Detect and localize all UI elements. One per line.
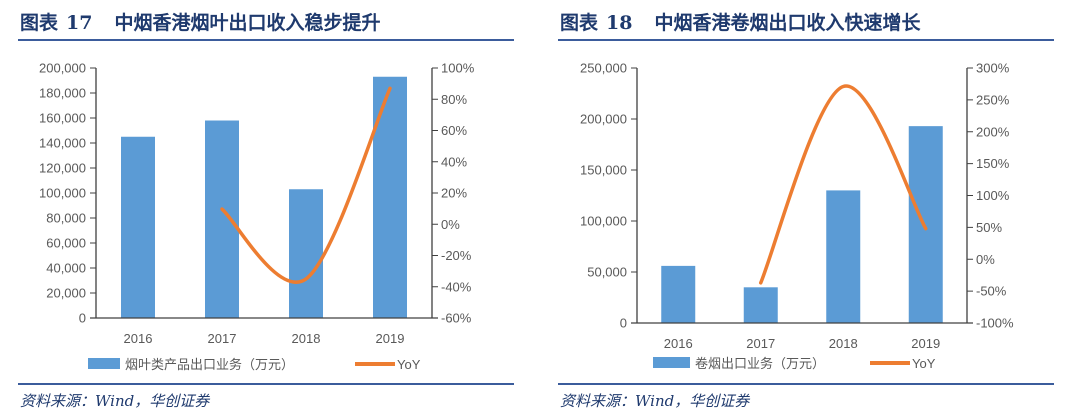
legend-bar-label: 烟叶类产品出口业务（万元） [125,357,294,372]
left-tick-label: 80,000 [46,211,86,226]
chart-title: 中烟香港卷烟出口收入快速增长 [654,12,921,34]
legend-bar-label: 卷烟出口业务（万元） [695,356,825,371]
top-rule [18,39,514,41]
legend-bar-swatch [88,358,120,369]
left-tick-label: 60,000 [46,236,86,251]
left-tick-label: 40,000 [46,261,86,276]
left-tick-label: 160,000 [39,111,86,126]
right-tick-label: 200% [976,124,1010,139]
left-tick-label: 50,000 [587,265,627,280]
top-rule [558,39,1054,41]
right-tick-label: -20% [441,248,472,263]
left-tick-label: 120,000 [39,161,86,176]
right-tick-label: 300% [976,61,1010,76]
right-tick-label: 20% [441,186,467,201]
bar-2017 [743,287,778,323]
bottom-rule [18,383,514,385]
bar-2019 [908,126,943,323]
source-note: 资料来源：Wind，华创证券 [560,392,750,410]
legend-line-label: YoY [912,356,936,371]
right-tick-label: 50% [976,220,1002,235]
left-tick-label: 100,000 [39,186,86,201]
left-tick-label: 100,000 [580,214,627,229]
legend-bar-swatch [653,357,690,368]
legend-line-label: YoY [397,357,421,372]
right-tick-label: -60% [441,311,472,326]
right-tick-label: 150% [976,156,1010,171]
bar-2017 [205,120,239,318]
x-tick-label: 2018 [829,336,858,351]
right-tick-label: 100% [441,61,475,76]
left-tick-label: 20,000 [46,286,86,301]
figure-number: 17 [66,12,93,34]
left-tick-label: 0 [79,311,86,326]
x-tick-label: 2017 [208,331,237,346]
left-tick-label: 0 [620,316,627,331]
source-note: 资料来源：Wind，华创证券 [20,392,210,410]
bar-2016 [121,136,155,318]
figure-label: 图表 [20,12,59,34]
right-tick-label: 100% [976,188,1010,203]
x-tick-label: 2019 [911,336,940,351]
yoy-line [220,86,392,284]
left-tick-label: 200,000 [580,112,627,127]
x-tick-label: 2019 [376,331,405,346]
right-tick-label: 80% [441,92,467,107]
bar-2018 [826,190,861,323]
left-tick-label: 250,000 [580,61,627,76]
figure-18: 图表 18 中烟香港卷烟出口收入快速增长 0 50,000 100,000 150,000… [540,0,1060,420]
right-tick-label: 0% [441,217,460,232]
x-tick-label: 2017 [746,336,775,351]
right-tick-label: -40% [441,279,472,294]
figure-title: 图表 18 中烟香港卷烟出口收入快速增长 [560,8,920,35]
bar-2019 [373,76,407,318]
chart-title: 中烟香港烟叶出口收入稳步提升 [114,12,381,34]
right-tick-label: 0% [976,252,995,267]
figure-label: 图表 [560,12,599,34]
right-tick-label: -50% [976,284,1007,299]
right-tick-label: 40% [441,154,467,169]
left-tick-label: 140,000 [39,136,86,151]
bar-2016 [661,265,696,323]
x-tick-label: 2016 [664,336,693,351]
right-tick-label: 250% [976,92,1010,107]
left-tick-label: 200,000 [39,61,86,76]
figure-title: 图表 17 中烟香港烟叶出口收入稳步提升 [20,8,380,35]
chart-18-svg: 0 50,000 100,000 150,000 200,000 250,000 -100%… [580,61,1014,372]
bottom-rule [558,383,1054,385]
right-tick-label: -100% [976,316,1014,331]
right-tick-label: 60% [441,123,467,138]
figure-number: 18 [606,12,633,34]
x-tick-label: 2016 [124,331,153,346]
bar-2018 [289,189,323,318]
x-tick-label: 2018 [292,331,321,346]
left-tick-label: 180,000 [39,86,86,101]
left-tick-label: 150,000 [580,163,627,178]
yoy-line [759,84,928,285]
figure-17: 图表 17 中烟香港烟叶出口收入稳步提升 0 20,000 40,000 60,000 80… [0,0,520,420]
chart-17-svg: 0 20,000 40,000 60,000 80,000 100,000 120,000 1… [39,61,475,373]
